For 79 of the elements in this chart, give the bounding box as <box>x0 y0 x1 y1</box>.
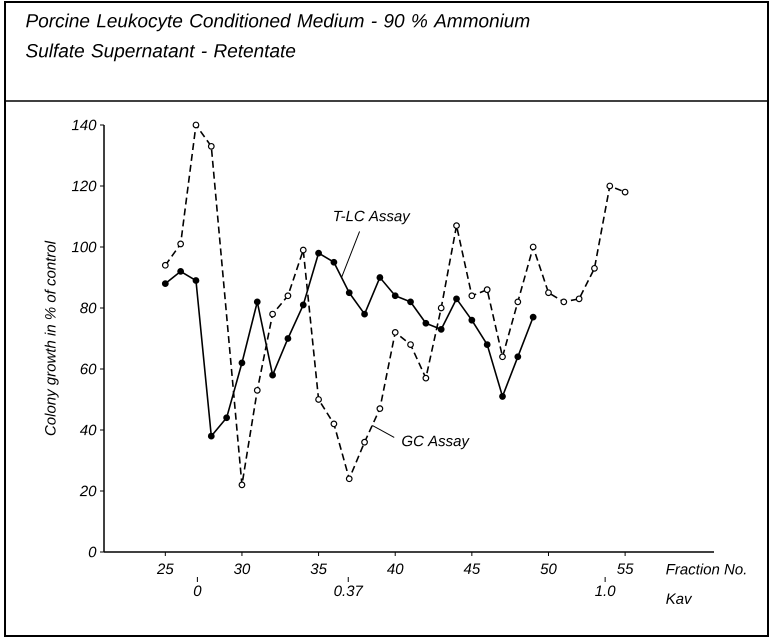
point <box>591 264 598 272</box>
point <box>223 414 230 422</box>
point <box>361 310 368 318</box>
point <box>606 182 614 190</box>
point <box>438 326 445 333</box>
point <box>162 280 169 287</box>
x2-tick-label: 1.0 <box>595 586 616 596</box>
point <box>346 289 353 296</box>
x2-axis-title: Kav <box>666 594 692 604</box>
x-tick-label: 50 <box>540 564 557 574</box>
y-tick-label: 120 <box>72 180 96 192</box>
point <box>238 359 246 366</box>
x-tick-label: 30 <box>234 564 250 574</box>
chart-title: Porcine Leukocyte Conditioned Medium - 90 % Ammonium Sulfate Supernatant - Retentate <box>26 14 530 62</box>
point <box>468 292 476 300</box>
point <box>269 372 276 378</box>
point <box>422 320 430 327</box>
point <box>514 298 522 306</box>
x-tick-label: 40 <box>386 564 404 574</box>
x-tick-label: 45 <box>464 564 480 574</box>
x-axis-title: Fraction No. <box>666 564 746 575</box>
y-tick-label: 0 <box>88 546 96 558</box>
point <box>238 481 246 488</box>
point <box>376 405 384 412</box>
point <box>330 420 338 428</box>
x2-tick-label: 0.37 <box>334 586 364 596</box>
point <box>468 316 476 324</box>
point <box>269 310 276 318</box>
y-tick-label: 20 <box>80 486 96 496</box>
point <box>284 292 292 300</box>
point <box>162 262 169 269</box>
point <box>254 298 261 306</box>
x-tick-label: 25 <box>156 564 174 574</box>
point <box>300 302 307 308</box>
point <box>376 274 384 281</box>
point <box>346 475 353 482</box>
point <box>484 341 491 348</box>
y-axis-title: Colony growth in % of control <box>44 240 59 436</box>
x2-tick-label: 0 <box>194 586 202 596</box>
point <box>499 353 506 360</box>
point <box>407 298 414 306</box>
point <box>407 341 414 348</box>
point <box>192 122 200 128</box>
y-tick-label: 100 <box>72 242 96 252</box>
x-tick-label: 35 <box>310 564 327 574</box>
point <box>622 188 628 196</box>
point <box>284 335 292 342</box>
point <box>392 328 399 336</box>
point <box>438 304 445 312</box>
point <box>208 142 215 150</box>
point <box>315 250 322 256</box>
y-tick-label: 40 <box>80 424 96 436</box>
point <box>315 396 322 403</box>
point <box>453 222 460 230</box>
text: GC Assay <box>402 436 470 450</box>
y-tick-label: 80 <box>80 302 96 314</box>
point <box>192 277 200 284</box>
point <box>530 314 537 321</box>
point <box>422 374 430 382</box>
y-tick-label: 140 <box>72 120 96 130</box>
point <box>453 295 460 302</box>
point <box>177 268 184 275</box>
point <box>392 292 399 300</box>
point <box>576 295 583 302</box>
series-label: T-LC Assay <box>334 210 410 224</box>
point <box>514 353 522 360</box>
point <box>484 286 491 294</box>
point <box>208 432 215 440</box>
point <box>330 258 338 266</box>
point <box>254 386 261 394</box>
point <box>361 438 368 446</box>
point <box>545 289 552 296</box>
point <box>177 240 184 248</box>
point <box>300 246 307 254</box>
y-tick-label: 60 <box>80 364 96 374</box>
point <box>499 393 506 400</box>
x-tick-label: 55 <box>617 564 634 574</box>
point <box>530 244 537 250</box>
point <box>560 298 568 306</box>
